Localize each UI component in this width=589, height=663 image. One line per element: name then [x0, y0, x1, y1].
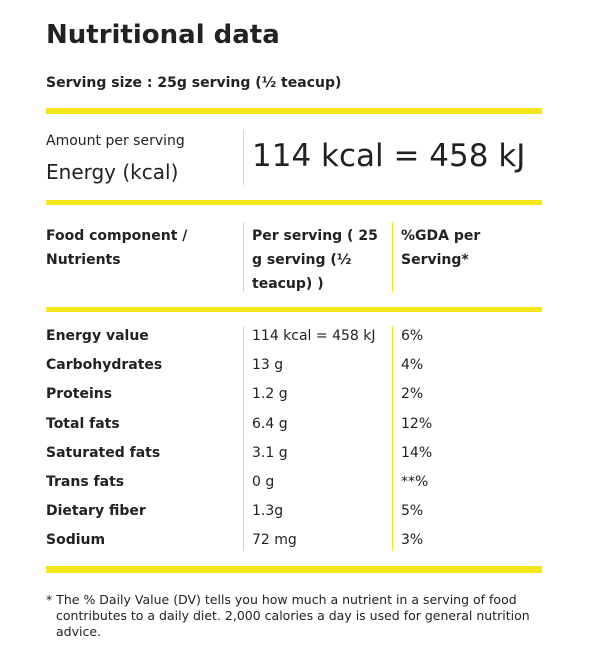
- per-serving: 13 g: [252, 357, 284, 374]
- gda-percent: 2%: [401, 386, 424, 403]
- energy-value: 114 kcal = 458 kJ: [252, 138, 526, 174]
- column-header: Food component / Nutrients: [46, 228, 188, 268]
- divider: [392, 326, 393, 551]
- nutrient-name: Trans fats: [46, 474, 125, 490]
- divider: [46, 108, 542, 114]
- column-header: %GDA per Serving*: [401, 228, 481, 268]
- gda-percent: **%: [401, 474, 429, 490]
- divider: [243, 222, 244, 292]
- divider: [46, 200, 542, 205]
- gda-percent: 4%: [401, 357, 424, 374]
- gda-percent: 3%: [401, 532, 424, 549]
- nutrient-name: Total fats: [46, 415, 120, 432]
- nutrient-name: Carbohydrates: [46, 357, 163, 374]
- per-serving: 1.2 g: [252, 386, 288, 403]
- per-serving: 72 mg: [252, 532, 297, 549]
- gda-percent: 12%: [401, 415, 433, 432]
- nutrient-name: Dietary fiber: [46, 503, 146, 520]
- divider: [46, 307, 542, 312]
- divider: [392, 222, 393, 292]
- title: Nutritional data: [46, 20, 280, 50]
- gda-percent: 14%: [401, 444, 433, 461]
- nutrient-name: Sodium: [46, 532, 106, 549]
- divider: [46, 566, 542, 573]
- energy-label: Energy (kcal): [46, 160, 179, 184]
- divider: [243, 326, 244, 551]
- footnote: * The % Daily Value (DV) tells you how m…: [46, 592, 530, 639]
- divider: [243, 130, 244, 185]
- nutrient-name: Saturated fats: [46, 444, 161, 461]
- per-serving: 0 g: [252, 474, 275, 490]
- serving-size: Serving size : 25g serving (½ teacup): [46, 75, 342, 91]
- amount-label: Amount per serving: [46, 133, 185, 149]
- per-serving: 3.1 g: [252, 444, 288, 461]
- per-serving: 114 kcal = 458 kJ: [252, 328, 376, 344]
- per-serving: 1.3g: [252, 503, 284, 520]
- nutrient-name: Proteins: [46, 386, 113, 403]
- gda-percent: 6%: [401, 328, 424, 344]
- column-header: Per serving ( 25 g serving (½ teacup) ): [252, 228, 378, 292]
- nutrient-name: Energy value: [46, 328, 149, 344]
- gda-percent: 5%: [401, 503, 424, 520]
- per-serving: 6.4 g: [252, 415, 288, 432]
